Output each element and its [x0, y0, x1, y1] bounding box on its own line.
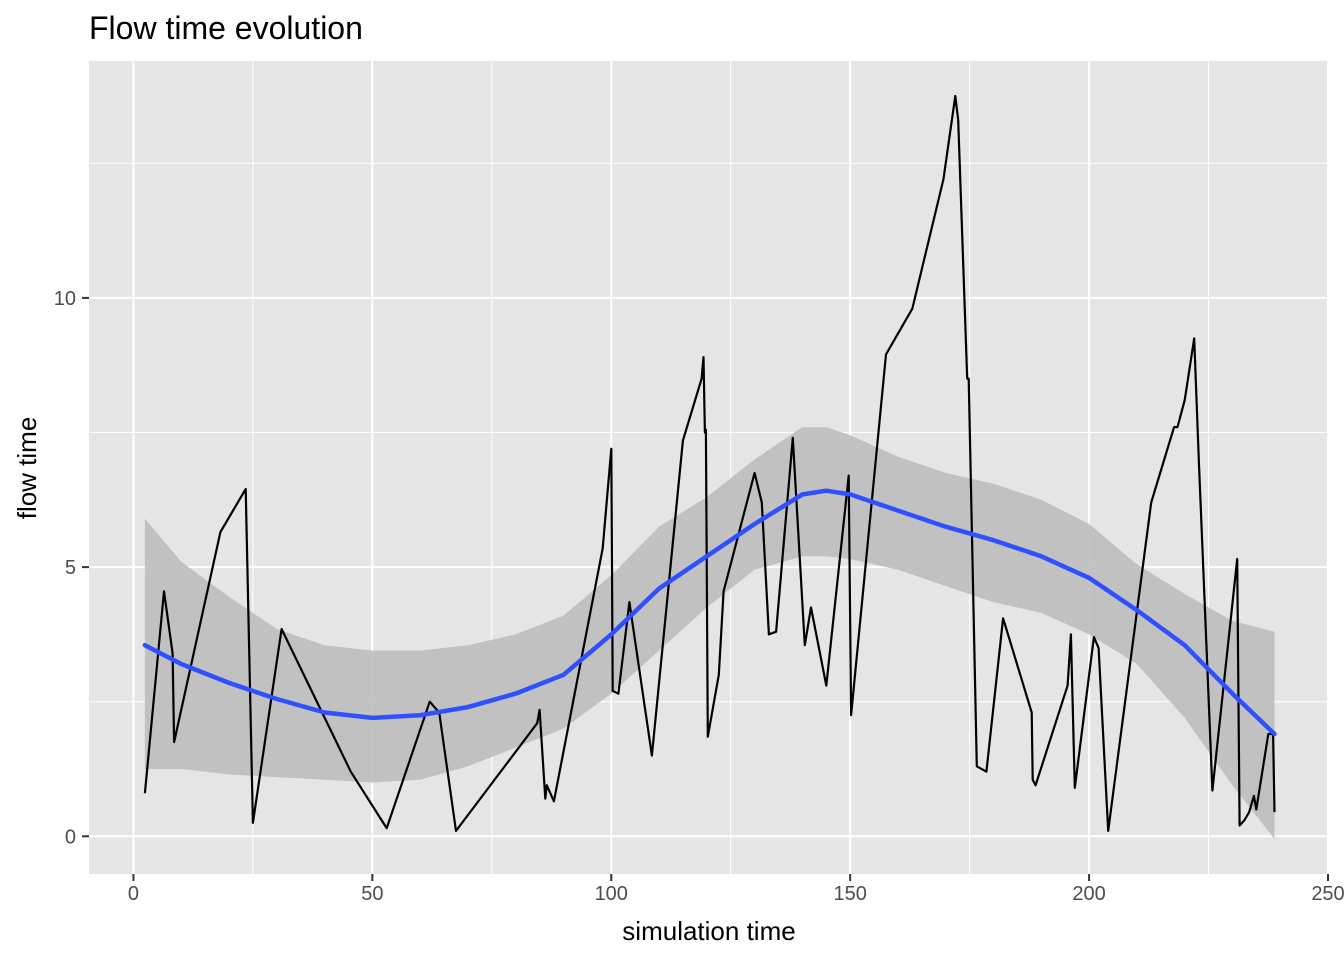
y-axis-title: flow time — [12, 417, 42, 520]
chart-title: Flow time evolution — [89, 10, 363, 46]
x-tick-label: 100 — [595, 883, 628, 905]
x-tick-label: 200 — [1072, 883, 1105, 905]
x-axis-title: simulation time — [622, 916, 795, 946]
confidence-band — [144, 427, 1275, 839]
x-tick-label: 250 — [1311, 883, 1344, 905]
x-tick-label: 0 — [128, 883, 139, 905]
y-tick-label: 10 — [54, 288, 76, 310]
y-axis: 0 5 10 — [54, 288, 89, 848]
series-line-smooth-fit — [142, 488, 1277, 737]
x-tick-label: 150 — [833, 883, 866, 905]
y-tick-label: 0 — [65, 826, 76, 848]
y-tick-label: 5 — [65, 557, 76, 579]
series-line-flow-time — [143, 94, 1276, 832]
x-tick-label: 50 — [361, 883, 383, 905]
x-axis: 0 50 100 150 200 250 — [128, 874, 1344, 905]
